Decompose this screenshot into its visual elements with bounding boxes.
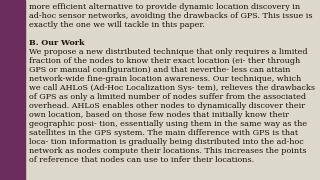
Text: loca- tion information is gradually being distributed into the ad-hoc: loca- tion information is gradually bein… (29, 138, 304, 146)
Text: network-wide fine-grain location awareness. Our technique, which: network-wide fine-grain location awarene… (29, 75, 301, 83)
Text: own location, based on those few nodes that initially know their: own location, based on those few nodes t… (29, 111, 289, 119)
Text: B. Our Work: B. Our Work (29, 39, 84, 47)
Text: more efficient alternative to provide dynamic location discovery in: more efficient alternative to provide dy… (29, 3, 300, 11)
Bar (0, 0, 25, 180)
Text: We propose a new distributed technique that only requires a limited: We propose a new distributed technique t… (29, 48, 308, 56)
Text: GPS or manual configuration) and that neverthe- less can attain: GPS or manual configuration) and that ne… (29, 66, 290, 74)
Text: exactly the one we will tackle in this paper.: exactly the one we will tackle in this p… (29, 21, 205, 29)
Text: geographic posi- tion, essentially using them in the same way as the: geographic posi- tion, essentially using… (29, 120, 307, 128)
Text: we call AHLoS (Ad-Hoc Localization Sys- tem), relieves the drawbacks: we call AHLoS (Ad-Hoc Localization Sys- … (29, 84, 315, 92)
Text: network as nodes compute their locations. This increases the points: network as nodes compute their locations… (29, 147, 307, 155)
Text: fraction of the nodes to know their exact location (ei- ther through: fraction of the nodes to know their exac… (29, 57, 300, 65)
Text: ad-hoc sensor networks, avoiding the drawbacks of GPS. This issue is: ad-hoc sensor networks, avoiding the dra… (29, 12, 313, 20)
Text: of reference that nodes can use to infer their locations.: of reference that nodes can use to infer… (29, 156, 254, 164)
Text: overhead. AHLoS enables other nodes to dynamically discover their: overhead. AHLoS enables other nodes to d… (29, 102, 305, 110)
Text: of GPS as only a limited number of nodes suffer from the associated: of GPS as only a limited number of nodes… (29, 93, 306, 101)
Text: satellites in the GPS system. The main difference with GPS is that: satellites in the GPS system. The main d… (29, 129, 298, 137)
